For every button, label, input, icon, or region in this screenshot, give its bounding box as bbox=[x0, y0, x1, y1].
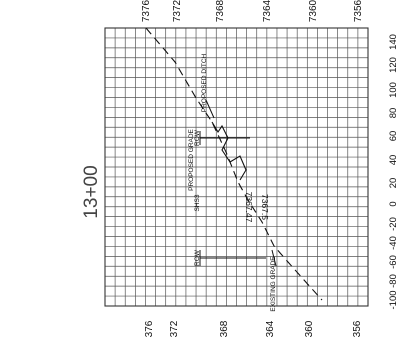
station-label: 13+00 bbox=[81, 165, 102, 218]
elevation-label-top: 7356 bbox=[353, 0, 364, 22]
row-label: ROW bbox=[194, 129, 201, 146]
row-label: ROW bbox=[194, 249, 201, 266]
elevation-labels-left: 376 372 368 364 360 356 bbox=[144, 320, 363, 337]
elevation-label-top: 7368 bbox=[215, 0, 226, 22]
existing-grade-leader bbox=[271, 249, 277, 267]
elevation-label: 376 bbox=[144, 320, 155, 337]
offset-label: 120 bbox=[388, 57, 399, 73]
offset-label: -20 bbox=[388, 217, 399, 231]
offset-label: 20 bbox=[388, 178, 399, 189]
existing-grade-note: EXISTING GRADE bbox=[270, 256, 277, 312]
offset-label: -60 bbox=[388, 255, 399, 269]
elevation-label-top: 7376 bbox=[141, 0, 152, 22]
offset-label: 140 bbox=[388, 34, 399, 50]
proposed-grade-note: PROPOSED GRADE bbox=[188, 128, 195, 190]
offset-label: 100 bbox=[388, 82, 399, 98]
offset-label: 0 bbox=[388, 201, 399, 206]
grid bbox=[105, 28, 368, 306]
elevation-label-top: 7360 bbox=[308, 0, 319, 22]
elevation-labels-top: 7376 7372 7368 7364 7360 7356 bbox=[141, 0, 364, 22]
elevation-label: 356 bbox=[352, 320, 363, 337]
elevation-label: 368 bbox=[219, 320, 230, 337]
grid-frame bbox=[104, 27, 369, 307]
offset-label: -40 bbox=[388, 236, 399, 250]
existing-grade-line bbox=[145, 27, 323, 301]
offset-label: -80 bbox=[388, 274, 399, 288]
grade-elevation-label: 7367.47 bbox=[244, 192, 254, 223]
grade-elevation-label: 7367.5 bbox=[260, 194, 270, 220]
offset-labels: -100 -80 -60 -40 -20 0 20 40 60 80 100 1… bbox=[388, 34, 399, 309]
offset-label: 40 bbox=[388, 155, 399, 166]
row-marker-upper: ROW bbox=[194, 129, 250, 146]
sheet-code: SHS3 bbox=[194, 194, 201, 211]
row-marker-lower: ROW bbox=[194, 249, 266, 266]
proposed-grade-line bbox=[211, 121, 247, 181]
elevation-label: 360 bbox=[304, 320, 315, 337]
proposed-ditch-note: PROPOSED DITCH bbox=[201, 53, 208, 112]
offset-label: 60 bbox=[388, 131, 399, 142]
offset-label: 80 bbox=[388, 108, 399, 119]
elevation-label: 372 bbox=[169, 320, 180, 337]
offset-label: -100 bbox=[388, 290, 399, 309]
elevation-label-top: 7364 bbox=[262, 0, 273, 22]
elevation-label: 364 bbox=[265, 320, 276, 337]
elevation-label-top: 7372 bbox=[172, 0, 183, 22]
proposed-ditch-leader bbox=[205, 99, 215, 119]
